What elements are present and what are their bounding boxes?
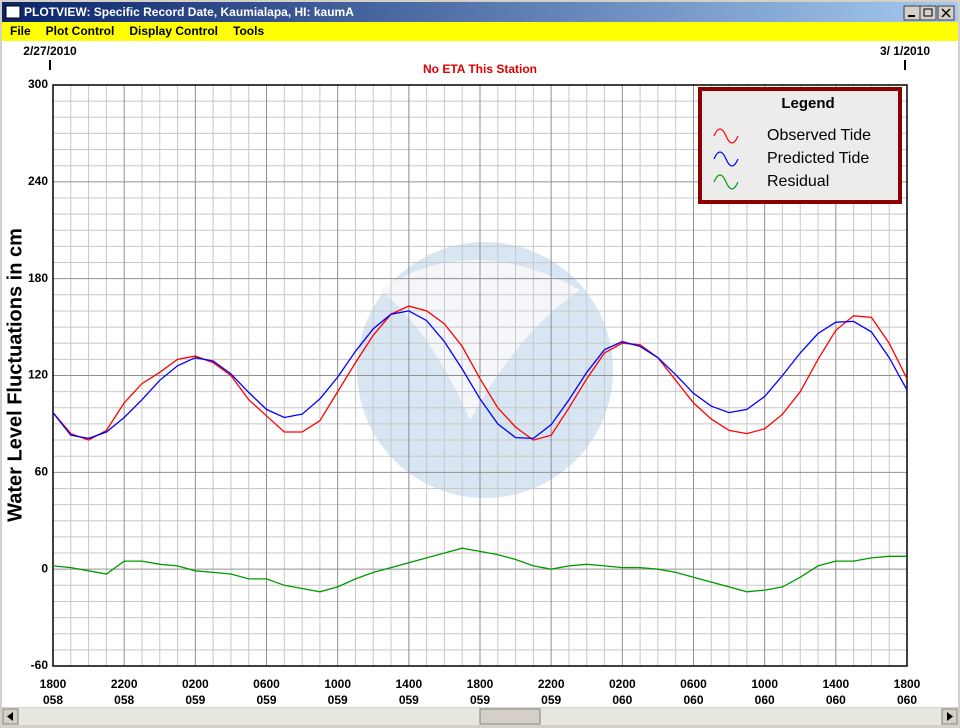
x-tick-sublabel: 060 bbox=[612, 693, 632, 707]
x-tick-sublabel: 059 bbox=[470, 693, 490, 707]
legend-box bbox=[698, 87, 902, 204]
x-tick-label: 1400 bbox=[395, 677, 422, 691]
x-tick-sublabel: 059 bbox=[328, 693, 348, 707]
menu-items: File Plot Control Display Control Tools bbox=[10, 24, 264, 38]
x-tick-sublabel: 058 bbox=[43, 693, 63, 707]
plot-border bbox=[52, 84, 908, 667]
x-tick-label: 2200 bbox=[111, 677, 138, 691]
x-tick-label: 0600 bbox=[253, 677, 280, 691]
x-tick-label: 1800 bbox=[40, 677, 67, 691]
window-controls bbox=[903, 5, 955, 21]
window-title: PLOTVIEW: Specific Record Date, Kaumiala… bbox=[24, 5, 354, 19]
y-tick-label: -60 bbox=[31, 658, 49, 672]
logo-circle bbox=[357, 242, 613, 498]
menu-item[interactable]: Plot Control bbox=[46, 24, 115, 38]
series-line bbox=[52, 310, 908, 440]
legend-title: Legend bbox=[781, 95, 834, 112]
x-tick-sublabel: 059 bbox=[256, 693, 276, 707]
x-tick-sublabel: 060 bbox=[826, 693, 846, 707]
end-date: 3/ 1/2010 bbox=[880, 44, 930, 58]
x-tick-label: 1400 bbox=[822, 677, 849, 691]
x-tick-label: 1800 bbox=[467, 677, 494, 691]
scroll-thumb[interactable] bbox=[479, 708, 541, 725]
x-tick-label: 1000 bbox=[324, 677, 351, 691]
x-tick-label: 0200 bbox=[182, 677, 209, 691]
x-tick-sublabel: 059 bbox=[185, 693, 205, 707]
x-tick-label: 2200 bbox=[538, 677, 565, 691]
x-tick-label: 1000 bbox=[751, 677, 778, 691]
legend: Legend bbox=[698, 87, 902, 204]
x-tick-label: 0600 bbox=[680, 677, 707, 691]
legend-label: Predicted Tide bbox=[767, 150, 869, 167]
x-tick-sublabel: 060 bbox=[683, 693, 703, 707]
minimize-button[interactable] bbox=[903, 5, 921, 21]
menu-item[interactable]: File bbox=[10, 24, 31, 38]
start-date: 2/27/2010 bbox=[23, 44, 77, 58]
y-tick-label: 0 bbox=[41, 561, 48, 575]
series-line bbox=[52, 305, 908, 441]
x-tick-label: 1800 bbox=[894, 677, 921, 691]
maximize-icon bbox=[923, 8, 933, 17]
legend-label: Observed Tide bbox=[767, 127, 871, 144]
title-bar bbox=[2, 2, 958, 22]
x-tick-sublabel: 059 bbox=[399, 693, 419, 707]
y-tick-label: 180 bbox=[28, 271, 48, 285]
menu-item[interactable]: Display Control bbox=[129, 24, 218, 38]
y-tick-label: 240 bbox=[28, 174, 48, 188]
x-tick-sublabel: 060 bbox=[897, 693, 917, 707]
maximize-button[interactable] bbox=[919, 5, 937, 21]
y-tick-label: 120 bbox=[28, 368, 48, 382]
app-icon bbox=[5, 5, 21, 19]
x-tick-label: 0200 bbox=[609, 677, 636, 691]
x-tick-sublabel: 058 bbox=[114, 693, 134, 707]
y-tick-label: 60 bbox=[35, 465, 49, 479]
legend-swatch bbox=[713, 174, 739, 190]
y-axis-label: Water Level Fluctuations in cm bbox=[4, 228, 26, 522]
subtitle: No ETA This Station bbox=[423, 62, 537, 76]
watermark-logo bbox=[357, 242, 613, 498]
legend-swatch bbox=[713, 128, 739, 144]
legend-swatch bbox=[713, 151, 739, 167]
close-icon bbox=[941, 8, 951, 18]
legend-items: Observed Tide Predicted Tide Residual bbox=[713, 127, 871, 190]
series-line bbox=[52, 547, 907, 593]
scroll-right-arrow bbox=[947, 712, 953, 721]
x-tick-sublabel: 060 bbox=[755, 693, 775, 707]
menu-item[interactable]: Tools bbox=[233, 24, 264, 38]
scroll-left-arrow bbox=[7, 712, 13, 721]
y-tick-label: 300 bbox=[28, 77, 48, 91]
legend-label: Residual bbox=[767, 173, 829, 190]
x-tick-sublabel: 059 bbox=[541, 693, 561, 707]
menu-bar bbox=[2, 22, 958, 41]
